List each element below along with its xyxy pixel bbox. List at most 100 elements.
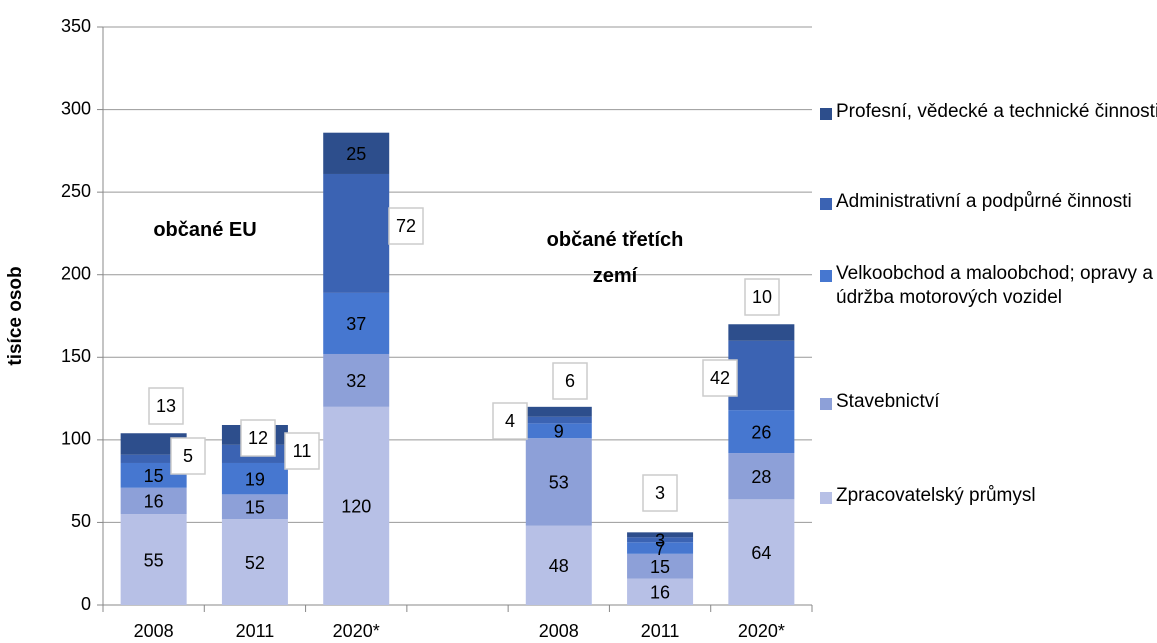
legend-swatch: [820, 492, 832, 504]
label-box: [744, 278, 780, 316]
bar-segment: [120, 487, 187, 515]
data-label: 7: [655, 539, 665, 559]
bar-segment: [221, 494, 288, 520]
annotation: občané EU: [153, 219, 257, 241]
legend-label: Profesní, vědecké a technické činnosti: [836, 101, 1157, 122]
bar-segment: [627, 537, 694, 543]
label-box: [552, 362, 588, 400]
bar-segment: [627, 542, 694, 554]
bar-segment: [323, 406, 390, 605]
data-label: 48: [549, 556, 569, 576]
data-label: 3: [655, 483, 665, 503]
bar-segment: [525, 406, 592, 417]
y-tick-label: 50: [71, 511, 91, 531]
y-tick-label: 200: [61, 263, 91, 283]
legend-label: Stavebnictví: [836, 391, 940, 412]
label-box: [388, 207, 424, 245]
data-label: 15: [650, 557, 670, 577]
y-axis-title: tisíce osob: [5, 266, 26, 365]
x-tick-label: 2008: [539, 621, 579, 641]
bar-segment: [627, 553, 694, 579]
data-label: 32: [346, 371, 366, 391]
x-tick-label: 2008: [134, 621, 174, 641]
bar-segment: [120, 454, 187, 463]
x-tick-label: 2020*: [333, 621, 380, 641]
bar-segment: [728, 340, 795, 411]
data-label: 16: [144, 492, 164, 512]
legend-swatch: [820, 398, 832, 410]
data-label: 26: [751, 422, 771, 442]
legend-swatch: [820, 108, 832, 120]
data-label: 120: [341, 497, 371, 517]
bar-segment: [323, 132, 390, 174]
data-label: 10: [752, 287, 772, 307]
legend-swatch: [820, 270, 832, 282]
label-box: [284, 432, 320, 470]
label-box: [492, 402, 528, 440]
legend-entry: Profesní, vědecké a technické činnosti: [820, 100, 1157, 124]
y-tick-label: 150: [61, 346, 91, 366]
data-label: 42: [710, 368, 730, 388]
y-tick-label: 0: [81, 594, 91, 614]
annotation: občané třetích zemí: [546, 229, 684, 287]
label-box: [702, 359, 738, 397]
data-label: 15: [144, 466, 164, 486]
bar-segment: [525, 438, 592, 526]
bar-segment: [323, 292, 390, 354]
bar-segment: [728, 410, 795, 454]
bar-segment: [221, 462, 288, 495]
data-label: 6: [565, 371, 575, 391]
legend-entry: Stavebnictví: [820, 390, 1157, 414]
data-label: 25: [346, 144, 366, 164]
data-label: 53: [549, 473, 569, 493]
data-label: 19: [245, 469, 265, 489]
y-tick-label: 350: [61, 16, 91, 36]
data-label: 37: [346, 314, 366, 334]
data-label: 13: [156, 396, 176, 416]
data-label: 28: [751, 467, 771, 487]
data-label: 3: [655, 531, 665, 551]
legend-label: Administrativní a podpůrné činnosti: [836, 191, 1132, 212]
bar-segment: [627, 532, 694, 538]
legend-label: Velkoobchod a maloobchod; opravy a údržb…: [836, 263, 1153, 308]
data-label: 5: [183, 446, 193, 466]
legend-entry: Velkoobchod a maloobchod; opravy a údržb…: [820, 262, 1157, 310]
bar-segment: [323, 173, 390, 293]
legend-entry: Zpracovatelský průmysl: [820, 484, 1157, 508]
data-label: 11: [293, 441, 312, 461]
legend-entry: Administrativní a podpůrné činnosti: [820, 190, 1157, 214]
data-label: 16: [650, 583, 670, 603]
bar-segment: [221, 519, 288, 605]
legend-swatch: [820, 198, 832, 210]
y-tick-label: 100: [61, 429, 91, 449]
data-label: 12: [248, 428, 268, 448]
label-box: [148, 387, 184, 425]
data-label: 55: [144, 550, 164, 570]
x-tick-label: 2011: [641, 621, 680, 641]
bar-segment: [728, 324, 795, 341]
y-tick-label: 250: [61, 181, 91, 201]
label-box: [642, 474, 678, 512]
bar-segment: [728, 453, 795, 500]
label-box: [170, 437, 206, 475]
legend-label: Zpracovatelský průmysl: [836, 485, 1036, 506]
data-label: 15: [245, 497, 265, 517]
bar-segment: [120, 514, 187, 605]
data-label: 9: [554, 422, 564, 442]
data-label: 4: [505, 411, 515, 431]
bar-segment: [525, 416, 592, 424]
bar-segment: [120, 433, 187, 455]
bar-segment: [728, 499, 795, 605]
x-tick-label: 2020*: [738, 621, 785, 641]
data-label: 72: [396, 216, 416, 236]
bar-segment: [525, 423, 592, 439]
data-label: 64: [751, 543, 771, 563]
label-box: [240, 419, 276, 457]
x-tick-label: 2011: [236, 621, 275, 641]
data-label: 52: [245, 553, 265, 573]
bar-segment: [525, 525, 592, 605]
bar-segment: [627, 578, 694, 605]
y-tick-label: 300: [61, 98, 91, 118]
